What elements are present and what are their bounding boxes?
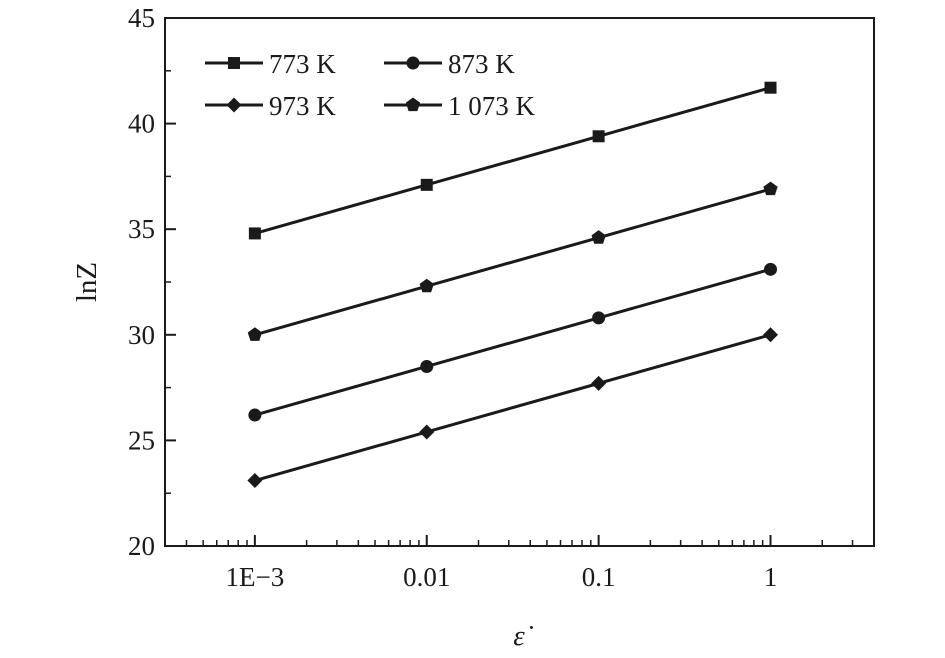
y-axis-title: lnZ	[71, 262, 103, 302]
y-tick-label: 30	[128, 320, 155, 350]
y-tick-label: 20	[128, 531, 155, 561]
x-axis-title: ε̇	[513, 620, 533, 652]
data-point	[247, 473, 263, 489]
y-tick-label: 35	[128, 214, 155, 244]
series-973k	[247, 327, 779, 489]
legend-item: 1 073 K	[384, 91, 536, 121]
data-point	[420, 178, 433, 191]
minor-ticks	[164, 540, 854, 546]
data-point	[248, 227, 261, 240]
x-tick-label: 0.01	[403, 562, 450, 592]
y-tick-label: 40	[128, 109, 155, 139]
legend-marker	[405, 97, 421, 112]
data-point	[248, 408, 262, 422]
x-tick-label: 1E−3	[226, 562, 285, 592]
data-point	[763, 327, 779, 343]
data-point	[247, 327, 263, 341]
data-point	[591, 230, 606, 244]
legend-item: 973 K	[205, 91, 336, 121]
legend-label: 873 K	[448, 49, 515, 79]
data-point	[419, 424, 435, 440]
legend-item: 773 K	[205, 49, 336, 79]
legend-marker	[406, 56, 420, 70]
series-873k	[248, 262, 778, 422]
series-layer	[247, 81, 779, 489]
x-tick-label: 0.1	[582, 562, 616, 592]
legend-marker	[228, 57, 240, 69]
data-point	[764, 262, 778, 276]
y-axis: 20 25 30 35 40 45	[128, 3, 176, 561]
data-point	[592, 130, 605, 143]
series-773k	[248, 81, 777, 240]
data-point	[591, 375, 607, 391]
data-point	[763, 181, 778, 196]
series-line	[254, 333, 771, 482]
x-tick-label: 1	[764, 562, 778, 592]
series-1073k	[247, 181, 778, 341]
series-line	[254, 267, 771, 417]
legend: 773 K 873 K 973 K 1 073 K	[205, 49, 536, 121]
data-point	[420, 359, 434, 373]
legend-marker	[226, 97, 242, 113]
data-point	[764, 81, 777, 94]
legend-label: 773 K	[269, 49, 336, 79]
x-axis: 1E−3 0.01 0.1 1	[226, 535, 778, 592]
legend-item: 873 K	[384, 49, 515, 79]
series-line	[254, 187, 771, 337]
y-tick-label: 25	[128, 425, 155, 455]
data-point	[419, 278, 434, 293]
data-point	[592, 311, 606, 325]
legend-label: 1 073 K	[448, 91, 536, 121]
legend-label: 973 K	[269, 91, 336, 121]
series-line	[254, 86, 771, 235]
y-tick-label: 45	[128, 3, 155, 33]
